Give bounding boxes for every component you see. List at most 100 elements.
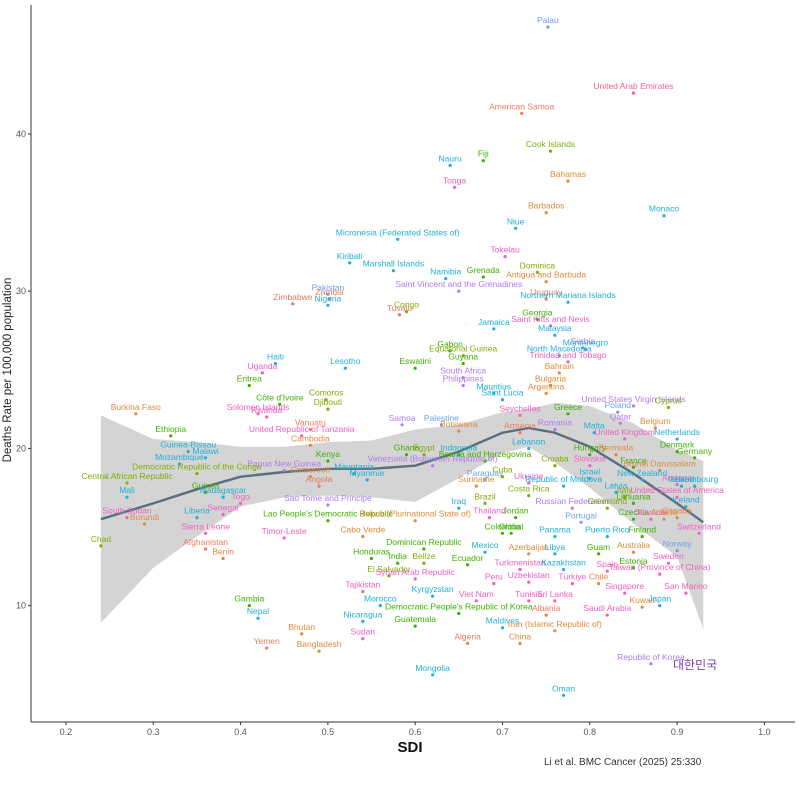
point-label: Greenland [587, 496, 627, 506]
point-label: Myanmar [349, 468, 385, 478]
data-point [527, 446, 531, 450]
point-label: Poland [605, 400, 632, 410]
point-label: Uzbekistan [508, 570, 550, 580]
data-point [509, 531, 513, 535]
data-point [548, 324, 553, 328]
data-point [256, 616, 260, 620]
point-label: Antigua and Barbuda [506, 270, 586, 280]
point-label: Germany [677, 446, 713, 456]
point-label: Luxembourg [671, 474, 719, 484]
point-label: Madagascar [200, 485, 247, 495]
data-point [500, 475, 505, 479]
point-label: Lao People's Democratic Republic [263, 509, 393, 519]
point-label: Ireland [669, 474, 695, 484]
data-point [422, 547, 426, 551]
point-label: United States Virgin Islands [581, 394, 685, 404]
point-label: Georgia [522, 308, 553, 318]
data-point [592, 431, 596, 435]
point-label: San Marino [664, 581, 708, 591]
data-point [605, 534, 609, 539]
data-point [514, 516, 518, 520]
point-label: Zambia [315, 287, 344, 297]
point-label: Gambia [234, 594, 264, 604]
point-label: Equatorial Guinea [429, 344, 497, 354]
point-label: Argentina [528, 381, 565, 391]
point-label: Venezuela (Bolivarian Republic of) [368, 454, 498, 464]
data-point [553, 552, 557, 556]
point-label: Côte d'Ivoire [256, 392, 304, 402]
data-point [99, 544, 103, 548]
data-point [553, 534, 557, 539]
point-label: Marshall Islands [363, 259, 424, 269]
data-point [527, 599, 531, 603]
data-point [404, 310, 409, 314]
data-point [618, 421, 623, 425]
point-label: Ethiopia [155, 424, 186, 434]
data-point [483, 501, 487, 505]
data-point [239, 501, 243, 505]
labels-layer: Palau United Arab Emirates American Samoa C… [81, 15, 724, 693]
point-label: United Republic of Tanzania [249, 424, 355, 434]
data-point [520, 111, 524, 116]
data-point [588, 464, 592, 468]
point-label: Bahrain [545, 361, 575, 371]
point-label: Algeria [454, 631, 481, 641]
point-label: Bermuda [599, 443, 634, 453]
point-label: New Zealand [617, 468, 667, 478]
confidence-band [100, 402, 704, 630]
data-point [324, 398, 328, 402]
data-point [204, 456, 208, 460]
data-point [444, 277, 448, 281]
point-label: Brunei Darussalam [624, 458, 696, 468]
point-label: Kenya [316, 449, 340, 459]
point-label: Syrian Arab Republic [376, 567, 456, 577]
data-point [631, 550, 636, 554]
point-label: Bulgaria [535, 374, 566, 384]
data-point [693, 456, 697, 460]
point-label: Togo [231, 491, 250, 501]
korea-annotation-label: 대한민국 [673, 658, 717, 672]
data-point [391, 269, 395, 273]
data-point [557, 371, 561, 375]
point-label: Ghana [394, 443, 420, 453]
data-point [265, 646, 269, 650]
data-point [204, 531, 208, 535]
point-label: Bahamas [550, 169, 586, 179]
data-point [361, 589, 365, 594]
point-label: Guyana [448, 352, 478, 362]
point-label: Sri Lanka [537, 589, 573, 599]
data-point [282, 536, 286, 540]
data-point [291, 302, 295, 306]
point-label: Belize [412, 551, 435, 561]
data-point [343, 366, 347, 370]
data-point [256, 412, 260, 416]
data-point [326, 407, 330, 411]
citation-text: Li et al. BMC Cancer (2025) 25:330 [544, 757, 702, 768]
point-label: Singapore [605, 581, 644, 591]
data-point [518, 431, 522, 435]
data-point [461, 361, 465, 366]
data-point [675, 437, 679, 441]
point-label: Greece [554, 402, 582, 412]
point-label: Montenegro [563, 337, 609, 347]
point-label: Philippines [443, 374, 484, 384]
data-point [562, 567, 566, 572]
point-label: Iraq [451, 496, 466, 506]
data-point [481, 159, 485, 163]
point-label: Nepal [247, 606, 269, 616]
point-label: Senegal [207, 502, 238, 512]
y-tick-label: 10 [16, 601, 26, 611]
point-label: Romania [538, 418, 572, 428]
data-point [557, 354, 561, 358]
point-label: Türkiye [558, 572, 586, 582]
point-label: Tuvalu [387, 303, 412, 313]
y-tick-label: 40 [16, 129, 26, 139]
point-label: Djibouti [314, 397, 342, 407]
data-point [308, 475, 312, 479]
data-point [658, 468, 662, 472]
data-point [492, 327, 496, 331]
point-label: Tunisia [515, 589, 542, 599]
data-point [326, 503, 330, 507]
data-point [195, 516, 199, 520]
data-point [679, 484, 684, 488]
